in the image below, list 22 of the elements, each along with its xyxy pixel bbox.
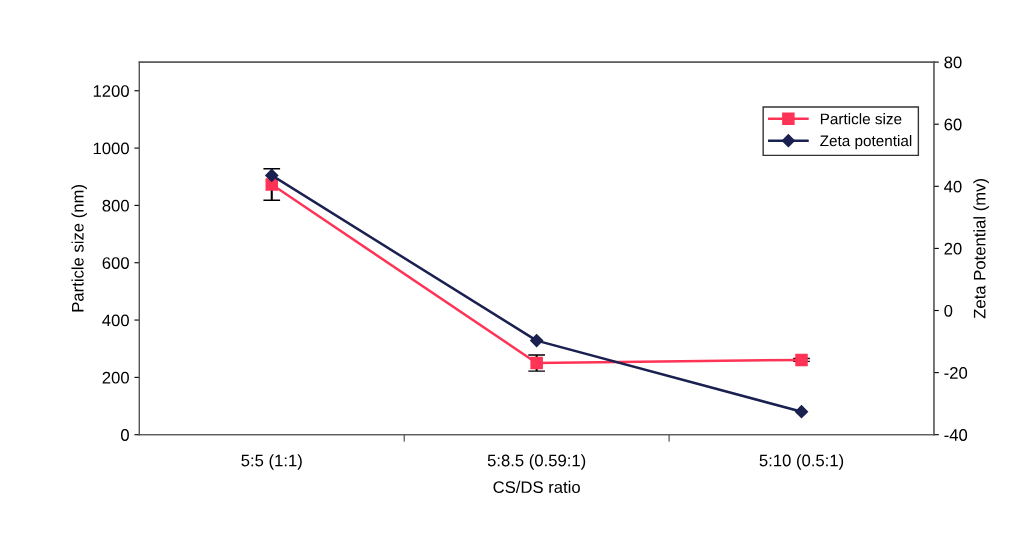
x-tick-label: 5:5 (1:1) bbox=[241, 454, 302, 470]
y2-tick-label: 40 bbox=[944, 180, 962, 193]
legend-label: Particle size bbox=[820, 113, 902, 125]
y2-tick-label: -40 bbox=[944, 429, 968, 441]
y-tick-label: 1000 bbox=[93, 142, 129, 155]
y-axis-title: Particle size (nm) bbox=[71, 185, 87, 312]
y-tick-label: 400 bbox=[102, 314, 129, 327]
y2-tick-label: 0 bbox=[944, 304, 953, 317]
y-tick-label: 600 bbox=[102, 257, 129, 269]
y2-tick-label: 80 bbox=[944, 56, 962, 69]
y2-tick-label: 20 bbox=[944, 242, 962, 255]
y-tick-label: 800 bbox=[102, 199, 129, 212]
x-axis-title: CS/DS ratio bbox=[493, 480, 580, 494]
y-tick-label: 1200 bbox=[93, 85, 129, 97]
legend-label: Zeta potential bbox=[820, 134, 912, 150]
x-tick-label: 5:8.5 (0.59:1) bbox=[487, 454, 586, 470]
x-tick-label: 5:10 (0.5:1) bbox=[759, 454, 844, 470]
y2-axis-title: Zeta Potential (mv) bbox=[973, 179, 989, 319]
y2-tick-label: 60 bbox=[944, 118, 962, 131]
y-tick-label: 200 bbox=[102, 371, 129, 384]
y2-tick-label: -20 bbox=[944, 367, 968, 379]
y-tick-label: 0 bbox=[120, 429, 129, 441]
